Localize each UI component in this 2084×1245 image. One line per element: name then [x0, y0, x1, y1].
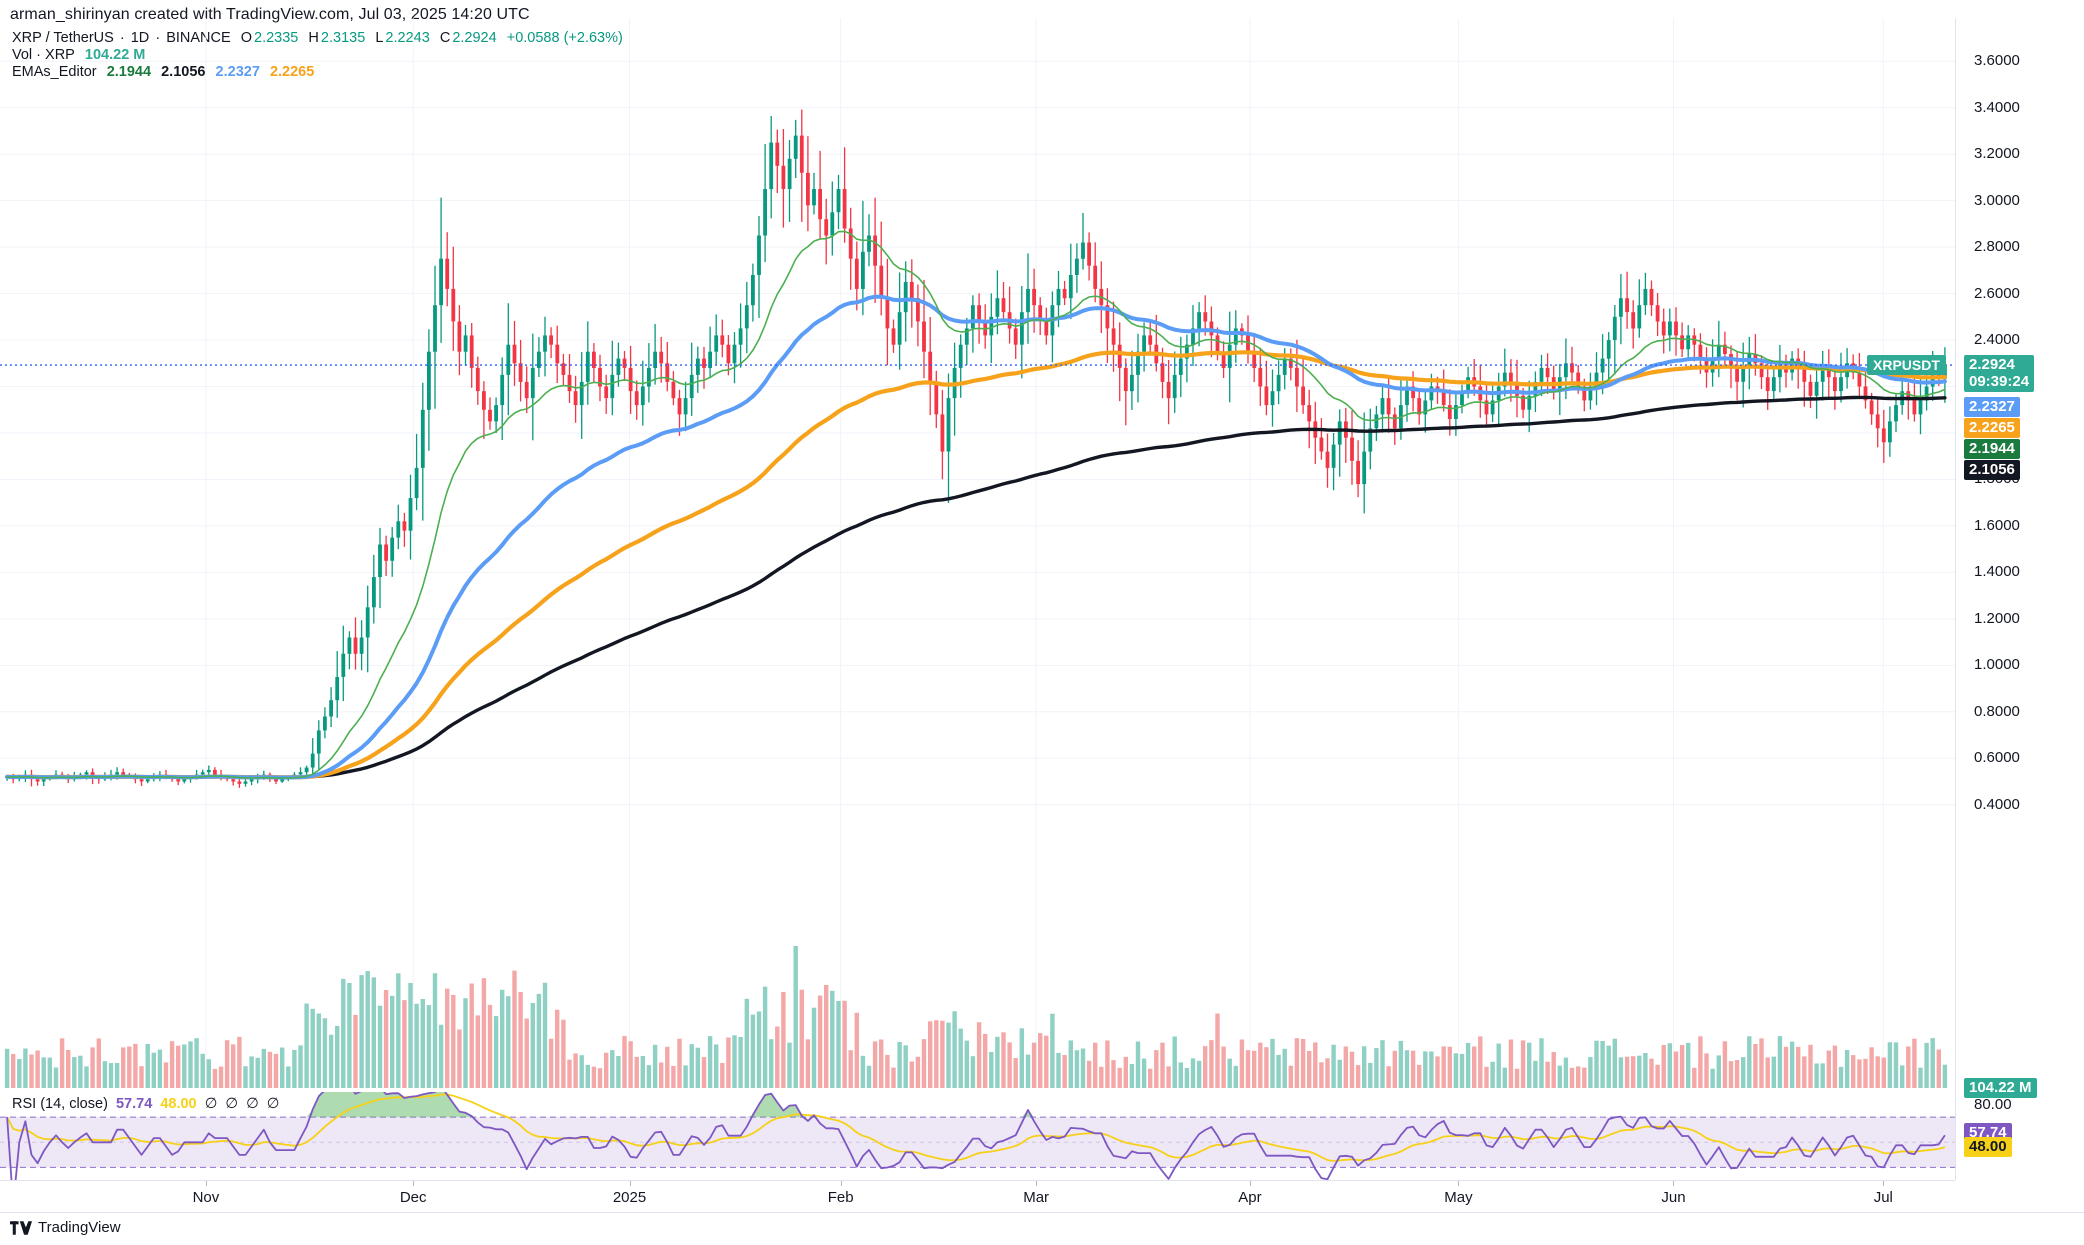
rsi-legend[interactable]: RSI (14, close) 57.74 48.00 ∅ ∅ ∅ ∅ — [12, 1096, 279, 1112]
time-axis-tickmark — [1036, 1181, 1038, 1186]
tradingview-logo[interactable]: TradingView — [10, 1219, 121, 1236]
time-axis-tick-may: May — [1444, 1189, 1473, 1206]
rsi-legend-null-2: ∅ — [225, 1096, 239, 1112]
legend-close-label: C — [439, 30, 451, 46]
rsi-axis-tick-80: 80.00 — [1974, 1095, 2012, 1113]
price-axis-tick-3-2000: 3.2000 — [1974, 145, 2020, 163]
rsi-legend-null-4: ∅ — [266, 1096, 280, 1112]
legend-volume-value: 104.22 M — [84, 47, 146, 63]
rsi-pane[interactable] — [0, 1084, 1955, 1206]
ema-blue-tag[interactable]: 2.2327 — [1964, 397, 2020, 418]
tradingview-logo-text: TradingView — [38, 1219, 121, 1236]
price-axis-tick-1-6000: 1.6000 — [1974, 516, 2020, 534]
price-axis-tick-3-4000: 3.4000 — [1974, 98, 2020, 116]
legend-ema-orange-value: 2.2265 — [269, 64, 315, 80]
price-chart-svg — [0, 18, 1955, 1088]
price-axis-tick-1-2000: 1.2000 — [1974, 609, 2020, 627]
symbol-flag: XRPUSDT — [1867, 355, 1946, 376]
time-axis-tickmark — [629, 1181, 631, 1186]
time-axis-tick-dec: Dec — [399, 1189, 427, 1206]
ema-orange-tag[interactable]: 2.2265 — [1964, 418, 2020, 439]
legend-close-value: 2.2924 — [452, 30, 497, 46]
time-axis-tickmark — [1883, 1181, 1885, 1186]
rsi-legend-null-3: ∅ — [246, 1096, 259, 1112]
time-axis-tick-nov: Nov — [192, 1189, 220, 1206]
price-axis-tick-0-6000: 0.6000 — [1974, 749, 2020, 767]
legend-interval[interactable]: 1D — [130, 30, 150, 46]
legend-sep-2: · — [155, 30, 161, 46]
price-axis-tick-2-4000: 2.4000 — [1974, 331, 2020, 349]
time-axis-tickmark — [1673, 1181, 1675, 1186]
legend-open-value: 2.2335 — [254, 30, 299, 46]
volume-tag[interactable]: 104.22 M — [1964, 1078, 2037, 1098]
legend-symbol[interactable]: XRP / TetherUS — [12, 30, 114, 46]
price-axis[interactable]: 3.6000 3.4000 3.2000 3.0000 2.8000 2.6000 2.40… — [1955, 18, 2084, 1180]
legend-row-volume[interactable]: Vol · XRP 104.22 M — [12, 47, 625, 64]
time-axis-tick-feb: Feb — [827, 1189, 854, 1206]
rsi-ma-tag[interactable]: 48.00 — [1964, 1136, 2012, 1157]
time-axis-tickmark — [1458, 1181, 1460, 1186]
price-axis-tick-3-6000: 3.6000 — [1974, 52, 2020, 70]
rsi-legend-value: 57.74 — [115, 1096, 153, 1112]
legend-high-label: H — [308, 30, 319, 46]
legend-low-value: 2.2243 — [385, 30, 430, 46]
rsi-legend-ma-value: 48.00 — [160, 1096, 197, 1112]
attribution-text: arman_shirinyan created with TradingView… — [10, 6, 530, 23]
legend-sep-1: · — [119, 30, 125, 46]
legend-row-emas[interactable]: EMAs_Editor 2.1944 2.1056 2.2327 2.2265 — [12, 64, 625, 81]
price-axis-tick-3-0000: 3.0000 — [1974, 191, 2020, 209]
price-axis-tick-0-8000: 0.8000 — [1974, 702, 2020, 720]
rsi-chart-svg — [0, 1084, 1955, 1206]
tradingview-logo-icon — [10, 1220, 32, 1235]
legend-open-label: O — [240, 30, 252, 46]
last-price-tag[interactable]: 2.2924 09:39:24 — [1964, 355, 2035, 393]
price-axis-tick-0-4000: 0.4000 — [1974, 795, 2020, 813]
time-axis-tickmark — [413, 1181, 415, 1186]
bottom-bar: TradingView — [0, 1212, 2084, 1245]
time-axis-tickmark — [840, 1181, 842, 1186]
time-axis-tickmark — [1249, 1181, 1251, 1186]
legend-high-value: 2.3135 — [320, 30, 366, 46]
legend-ema-blue-value: 2.2327 — [215, 64, 260, 80]
legend-change: +0.0588 (+2.63%) — [506, 30, 623, 46]
legend-ema-green-value: 2.1944 — [106, 64, 152, 80]
price-axis-tick-2-8000: 2.8000 — [1974, 238, 2020, 256]
last-price-tag-value: 2.2924 — [1969, 356, 2015, 374]
time-axis-tick-mar: Mar — [1023, 1189, 1050, 1206]
ema-green-tag[interactable]: 2.1944 — [1964, 439, 2020, 460]
time-axis-tick-jul: Jul — [1873, 1189, 1893, 1206]
time-axis-tickmark — [205, 1181, 207, 1186]
price-axis-tick-1-4000: 1.4000 — [1974, 563, 2020, 581]
last-price-tag-countdown: 09:39:24 — [1969, 373, 2030, 391]
rsi-legend-null-1: ∅ — [204, 1096, 218, 1112]
ema-black-tag[interactable]: 2.1056 — [1964, 460, 2020, 481]
legend-low-label: L — [375, 30, 384, 46]
legend-exchange[interactable]: BINANCE — [166, 30, 231, 46]
legend-ema-black-value: 2.1056 — [161, 64, 206, 80]
price-axis-tick-2-6000: 2.6000 — [1974, 284, 2020, 302]
time-axis[interactable]: Nov Dec 2025 Feb Mar Apr May Jun Jul — [0, 1180, 1955, 1213]
legend-volume-label: Vol · XRP — [12, 47, 75, 63]
legend-ema-label: EMAs_Editor — [12, 64, 97, 80]
price-axis-tick-1-0000: 1.0000 — [1974, 656, 2020, 674]
price-pane[interactable] — [0, 18, 1955, 1088]
time-axis-tick-apr: Apr — [1238, 1189, 1262, 1206]
time-axis-tick-jun: Jun — [1661, 1189, 1686, 1206]
time-axis-tick-2025: 2025 — [612, 1189, 647, 1206]
rsi-legend-name: RSI (14, close) — [12, 1096, 108, 1112]
